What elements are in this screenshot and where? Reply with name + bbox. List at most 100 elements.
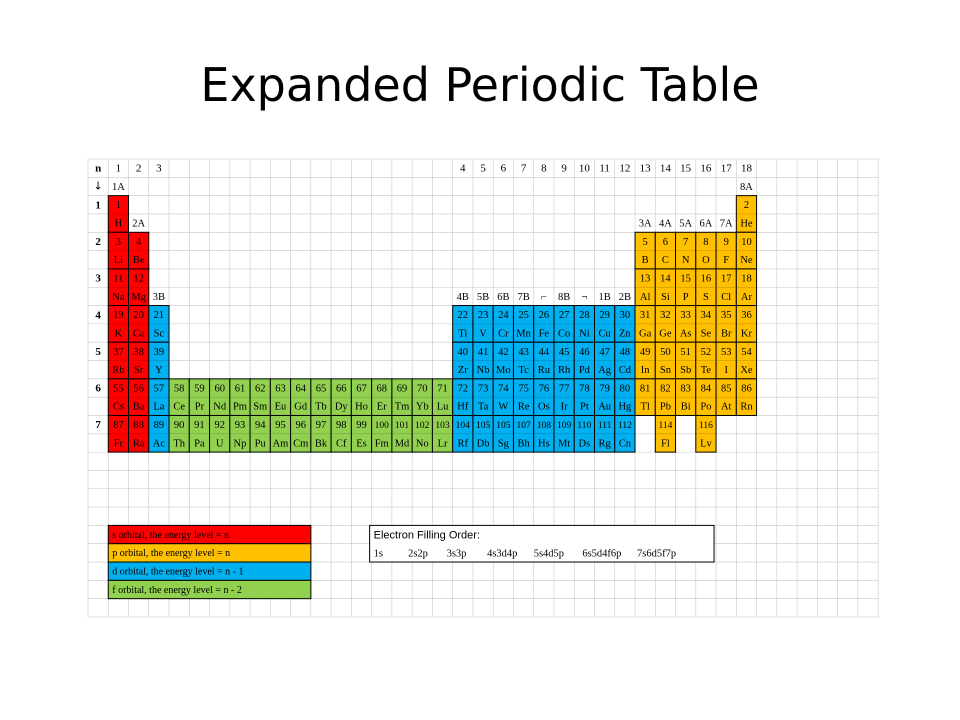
- element-symbol: Ru: [538, 365, 551, 376]
- atomic-number: 52: [701, 347, 712, 358]
- element-symbol: Ds: [579, 438, 591, 449]
- atomic-number: 32: [660, 310, 671, 321]
- element-U: 92 U: [209, 414, 231, 453]
- atomic-number: 22: [458, 310, 469, 321]
- element-symbol: Te: [701, 365, 712, 376]
- atomic-number: 105: [496, 421, 511, 431]
- atomic-number: 96: [295, 420, 306, 431]
- element-symbol: Fm: [375, 438, 389, 449]
- element-As: 33 As: [675, 305, 697, 343]
- element-symbol: Eu: [275, 402, 287, 413]
- atomic-number: 105: [476, 421, 491, 431]
- atomic-number: 60: [214, 383, 225, 394]
- filling-order-step: 5s4d5p: [534, 548, 564, 559]
- element-Rb: 37 Rb: [107, 341, 130, 380]
- atomic-number: 7: [683, 237, 688, 248]
- atomic-number: 53: [721, 347, 732, 358]
- element-Md: 101 Md: [391, 414, 413, 453]
- atomic-number: 44: [539, 347, 550, 358]
- group-label: 8B: [558, 292, 570, 303]
- element-symbol: Tl: [640, 402, 649, 413]
- element-symbol: S: [703, 292, 709, 303]
- group-label: 7B: [517, 292, 529, 303]
- element-cells: 1H2He3Li4Be5B6C7N8O9F10Ne11Na12Mg13Al14S…: [107, 195, 758, 453]
- element-Rg: 111 Rg: [594, 414, 616, 453]
- element-Al: 13 Al: [634, 268, 656, 307]
- atomic-number: 41: [478, 347, 489, 358]
- element-box: [654, 414, 677, 453]
- element-Pa: 91 Pa: [188, 414, 211, 453]
- element-In: 49 In: [634, 341, 656, 380]
- element-symbol: Sr: [134, 365, 144, 376]
- atomic-number: 16: [701, 273, 712, 284]
- element-symbol: Ar: [741, 292, 753, 303]
- element-Cn: 112 Cn: [614, 414, 636, 453]
- atomic-number: 35: [721, 310, 732, 321]
- element-symbol: Cl: [721, 292, 731, 303]
- element-symbol: Sg: [498, 438, 510, 449]
- element-symbol: Sn: [660, 365, 672, 376]
- element-Ta: 73 Ta: [472, 378, 494, 416]
- element-Pt: 78 Pt: [573, 378, 595, 416]
- atomic-number: 103: [435, 421, 450, 431]
- atomic-number: 11: [113, 273, 123, 284]
- atomic-number: 36: [741, 310, 752, 321]
- element-symbol: Rh: [558, 365, 571, 376]
- atomic-number: 100: [375, 421, 390, 431]
- group-label: 4B: [457, 292, 469, 303]
- element-Ce: 58 Ce: [168, 378, 190, 416]
- element-Pb: 82 Pb: [654, 378, 677, 416]
- atomic-number: 92: [214, 420, 225, 431]
- element-Ac: 89 Ac: [148, 414, 170, 453]
- column-header-13: 13: [640, 163, 652, 175]
- atomic-number: 14: [660, 273, 671, 284]
- atomic-number: 116: [699, 421, 713, 431]
- element-symbol: Hf: [457, 402, 469, 413]
- atomic-number: 24: [498, 310, 509, 321]
- element-symbol: I: [724, 365, 728, 376]
- column-header-18: 18: [741, 163, 753, 175]
- atomic-number: 18: [741, 273, 752, 284]
- atomic-number: 59: [194, 383, 205, 394]
- element-Eu: 63 Eu: [269, 378, 292, 416]
- element-Tb: 65 Tb: [310, 378, 332, 416]
- atomic-number: 51: [680, 347, 691, 358]
- element-Mo: 42 Mo: [492, 341, 514, 380]
- atomic-number: 4: [136, 237, 142, 248]
- atomic-number: 3: [116, 237, 121, 248]
- element-symbol: Br: [721, 328, 732, 339]
- element-symbol: Au: [598, 402, 612, 413]
- element-symbol: Sc: [154, 328, 165, 339]
- element-symbol: F: [723, 255, 729, 266]
- atomic-number: 55: [113, 383, 124, 394]
- atomic-number: 111: [598, 421, 612, 431]
- element-Mg: 12 Mg: [128, 268, 150, 307]
- atomic-number: 88: [133, 420, 144, 431]
- element-symbol: Al: [640, 292, 651, 303]
- element-symbol: Cr: [498, 328, 509, 339]
- element-symbol: Pm: [233, 402, 247, 413]
- element-symbol: Mn: [516, 328, 531, 339]
- atomic-number: 28: [579, 310, 590, 321]
- element-Es: 99 Es: [350, 414, 373, 453]
- element-symbol: Am: [273, 438, 289, 449]
- atomic-number: 20: [133, 310, 144, 321]
- group-label: 3B: [153, 292, 165, 303]
- atomic-number: 93: [235, 420, 246, 431]
- element-Mt: 109 Mt: [553, 414, 575, 453]
- atomic-number: 29: [599, 310, 610, 321]
- filling-order-step: 4s3d4p: [487, 548, 517, 559]
- element-symbol: Si: [661, 292, 670, 303]
- element-Bk: 97 Bk: [310, 414, 332, 453]
- atomic-number: 89: [154, 420, 165, 431]
- element-Rh: 45 Rh: [553, 341, 575, 380]
- period-label-3: 3: [95, 273, 101, 285]
- element-Ar: 18 Ar: [735, 268, 758, 307]
- element-Lr: 103 Lr: [431, 414, 454, 453]
- atomic-number: 58: [174, 383, 185, 394]
- group-label: 8A: [740, 182, 753, 193]
- element-Er: 68 Er: [371, 378, 393, 416]
- legend-item-f: f orbital, the energy level = n - 2: [107, 579, 312, 600]
- element-Cr: 24 Cr: [492, 305, 514, 343]
- column-header-8: 8: [541, 163, 547, 175]
